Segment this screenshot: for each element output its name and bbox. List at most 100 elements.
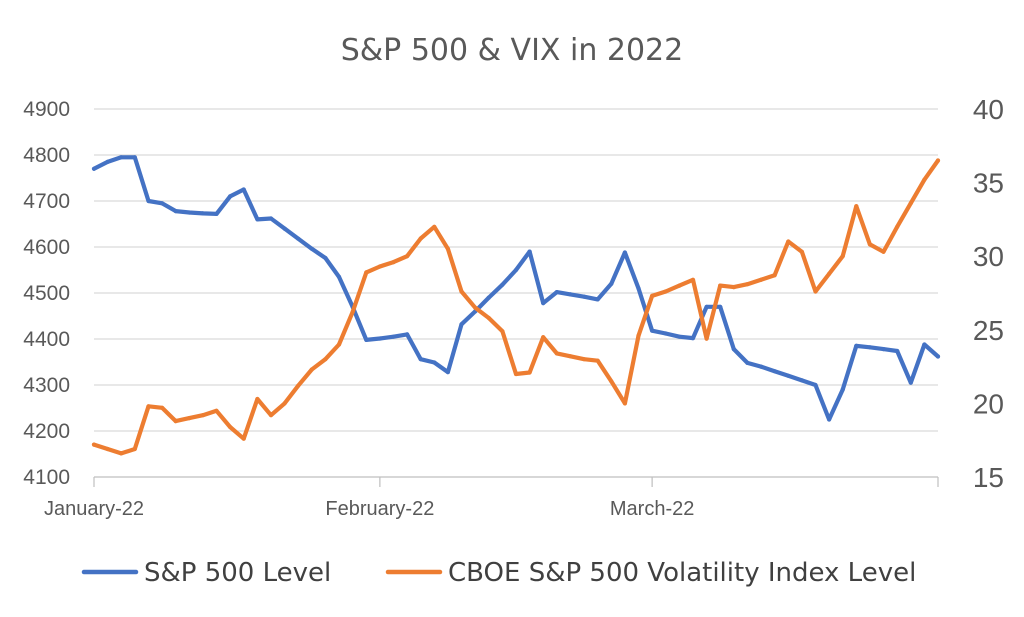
data-point	[241, 187, 246, 192]
data-point	[827, 417, 832, 422]
data-point	[228, 424, 233, 430]
data-point	[636, 286, 641, 291]
y-right-tick-label: 20	[973, 388, 1004, 419]
data-point	[895, 224, 900, 229]
gridlines	[94, 108, 938, 432]
data-point	[867, 345, 873, 350]
data-point	[377, 264, 382, 269]
data-point	[105, 446, 110, 452]
data-point	[745, 360, 750, 365]
data-point	[255, 396, 260, 402]
data-point	[922, 342, 927, 347]
data-point	[418, 236, 423, 241]
data-point	[336, 274, 342, 279]
data-point	[309, 367, 314, 372]
data-point	[772, 369, 777, 374]
data-point	[160, 405, 165, 410]
data-point	[296, 383, 301, 388]
data-point	[663, 331, 668, 336]
data-point	[827, 271, 832, 276]
y-right-tick-label: 40	[973, 94, 1004, 125]
data-point	[323, 357, 328, 362]
data-point	[922, 177, 927, 182]
data-point	[908, 201, 913, 206]
data-point	[132, 446, 137, 452]
y-left-tick-label: 4400	[23, 328, 70, 351]
data-point	[609, 281, 614, 286]
data-point	[895, 348, 900, 354]
data-point	[636, 333, 641, 338]
y-left-tick-label: 4600	[23, 236, 70, 259]
data-point	[704, 336, 709, 341]
data-point	[908, 380, 913, 385]
x-tick-label: January-22	[44, 498, 144, 520]
data-point	[364, 337, 369, 342]
data-point	[650, 328, 655, 333]
data-point	[377, 336, 382, 341]
data-point	[867, 242, 873, 247]
series-line-vix	[91, 158, 941, 456]
data-point	[282, 226, 287, 231]
data-point	[541, 335, 546, 340]
data-point	[214, 408, 219, 413]
data-point	[432, 224, 437, 229]
y-left-tick-label: 4300	[23, 374, 70, 397]
data-point	[854, 204, 859, 209]
data-point	[459, 289, 464, 294]
data-point	[881, 249, 886, 254]
data-point	[173, 419, 178, 424]
data-point	[554, 351, 559, 356]
data-point	[554, 290, 559, 295]
data-point	[91, 166, 97, 171]
data-point	[187, 416, 192, 421]
data-point	[364, 270, 369, 275]
data-point	[690, 336, 696, 341]
data-point	[595, 297, 600, 302]
data-point	[582, 357, 587, 362]
data-point	[582, 294, 587, 299]
data-point	[622, 401, 628, 406]
data-point	[146, 198, 151, 204]
data-point	[650, 293, 655, 298]
data-point	[391, 334, 396, 339]
data-point	[255, 217, 260, 222]
data-point	[840, 387, 845, 392]
data-point	[459, 322, 464, 327]
data-point	[486, 295, 491, 300]
data-point	[146, 404, 151, 409]
data-point	[187, 210, 192, 215]
data-point	[854, 343, 859, 348]
data-point	[609, 379, 614, 384]
data-point	[799, 249, 805, 254]
data-point	[527, 370, 532, 375]
data-point	[745, 282, 750, 287]
data-point	[132, 155, 137, 160]
data-point	[541, 301, 546, 306]
series-lines	[91, 155, 941, 456]
y-right-tick-label: 35	[973, 168, 1004, 199]
chart-title: S&P 500 & VIX in 2022	[341, 33, 683, 68]
data-point	[758, 364, 764, 369]
series-line-sp500	[91, 155, 941, 422]
data-point	[500, 329, 505, 334]
data-point	[704, 304, 709, 309]
data-point	[119, 451, 124, 456]
data-point	[200, 413, 205, 418]
data-point	[527, 249, 532, 254]
data-point	[309, 246, 314, 251]
y-left-tick-label: 4800	[23, 144, 70, 167]
data-point	[432, 360, 437, 365]
data-point	[282, 401, 287, 406]
data-point	[935, 354, 941, 359]
data-point	[405, 254, 410, 259]
data-point	[677, 334, 682, 339]
data-point	[799, 378, 805, 383]
data-point	[296, 236, 301, 241]
data-point	[513, 371, 519, 377]
data-point	[119, 155, 124, 160]
data-point	[228, 194, 233, 199]
data-point	[445, 370, 450, 375]
y-left-tick-label: 4100	[23, 466, 70, 489]
data-point	[91, 442, 97, 447]
data-point	[568, 292, 573, 297]
